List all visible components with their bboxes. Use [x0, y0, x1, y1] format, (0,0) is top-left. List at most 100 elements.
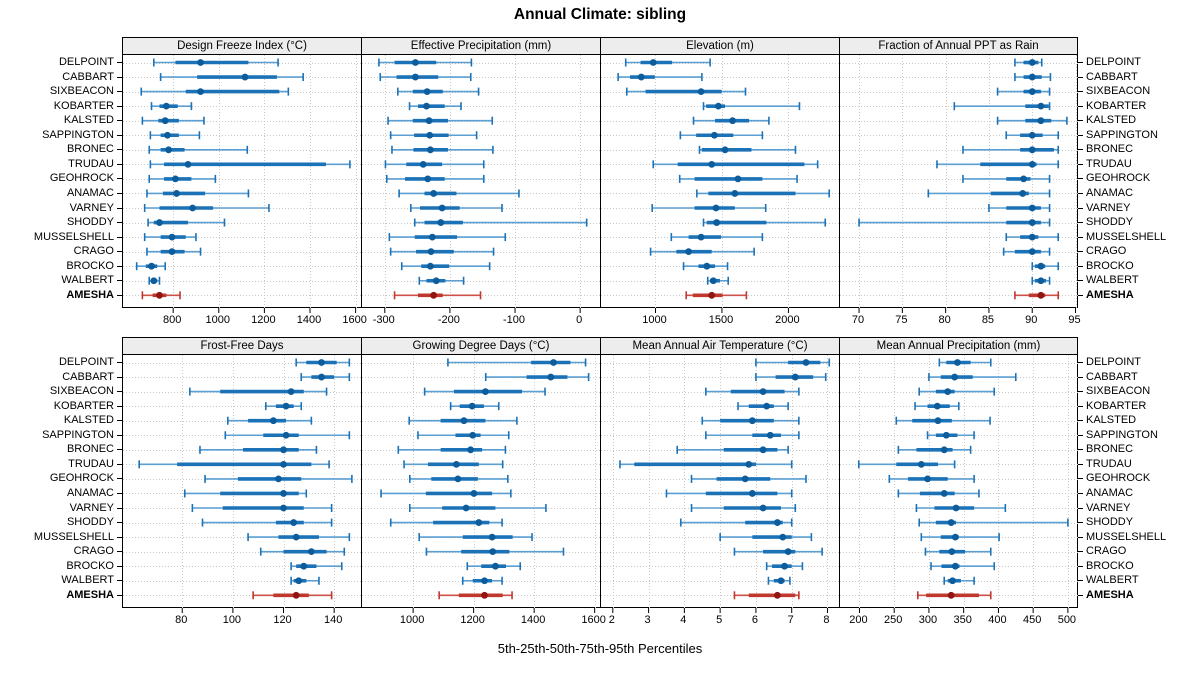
row-label-right-walbert: WALBERT: [1086, 274, 1139, 287]
median-dot: [1028, 73, 1036, 81]
axis-tick-label: 95: [1068, 314, 1081, 326]
row-tick-right: [1078, 449, 1083, 451]
panel-strip: Design Freeze Index (°C): [122, 37, 361, 55]
median-dot: [1037, 117, 1045, 125]
percentile-row-musselshell: [388, 233, 507, 242]
row-label-right-trudau: TRUDAU: [1086, 457, 1132, 470]
axis-tick-label: 250: [884, 614, 903, 626]
median-dot: [708, 291, 716, 299]
percentile-row-shoddy: [858, 218, 1051, 227]
percentile-row-geohrock: [690, 474, 807, 483]
row-label-left-sappington: SAPPINGTON: [42, 128, 114, 141]
percentile-row-sixbeacon: [996, 87, 1051, 96]
row-label-right-brocko: BROCKO: [1086, 259, 1134, 272]
row-tick-right: [1078, 536, 1083, 538]
median-dot: [759, 504, 767, 512]
row-label-right-shoddy: SHODDY: [1086, 516, 1134, 529]
percentile-row-kalsted: [227, 416, 313, 425]
percentile-row-brocko: [930, 562, 996, 571]
median-dot: [462, 504, 470, 512]
row-label-left-kobarter: KOBARTER: [53, 399, 114, 412]
axis-tick-label: 1400: [520, 614, 546, 626]
median-dot: [481, 577, 488, 585]
median-dot: [156, 219, 163, 226]
percentile-row-delpoint: [624, 58, 711, 67]
median-dot: [454, 475, 462, 483]
percentile-row-anamac: [897, 489, 980, 498]
percentile-row-musselshell: [418, 533, 533, 542]
percentile-row-cabbart: [755, 373, 827, 382]
percentile-row-trudau: [384, 160, 485, 169]
percentile-row-walbert: [148, 276, 161, 285]
percentile-row-crago: [649, 247, 755, 256]
median-dot: [1028, 248, 1036, 256]
row-tick-left: [117, 134, 122, 136]
median-dot: [452, 460, 460, 468]
row-label-left-geohrock: GEOHROCK: [49, 472, 114, 485]
percentile-row-bronec: [962, 145, 1060, 154]
row-tick-left: [117, 207, 122, 209]
row-label-right-bronec: BRONEC: [1086, 443, 1134, 456]
median-dot: [173, 190, 180, 197]
axis-tick-label: 1200: [251, 314, 276, 326]
row-label-left-crago: CRAGO: [73, 245, 114, 258]
median-dot: [489, 548, 497, 556]
median-dot: [1037, 102, 1045, 110]
median-dot: [165, 146, 173, 154]
row-tick-left: [117, 580, 122, 582]
median-dot: [731, 190, 739, 197]
median-dot: [1028, 131, 1036, 139]
percentile-row-kobarter: [408, 102, 462, 111]
percentile-row-musselshell: [247, 533, 351, 542]
percentile-row-cabbart: [300, 373, 351, 382]
median-dot: [241, 73, 249, 81]
percentile-row-amesha: [393, 291, 482, 300]
gridlines: [840, 55, 1079, 308]
median-dot: [933, 402, 941, 410]
row-tick-right: [1078, 76, 1083, 78]
percentile-row-kalsted: [895, 416, 991, 425]
footer-caption: 5th-25th-50th-75th-95th Percentiles: [497, 641, 703, 656]
percentile-row-sixbeacon: [625, 87, 747, 96]
percentile-row-musselshell: [1005, 233, 1060, 242]
median-dot: [280, 446, 287, 454]
axis-tick-label: 350: [953, 614, 972, 626]
percentile-row-shoddy: [679, 518, 793, 527]
row-label-left-geohrock: GEOHROCK: [49, 172, 114, 185]
median-dot: [949, 577, 956, 585]
row-label-left-musselshell: MUSSELSHELL: [33, 230, 114, 243]
percentile-row-varney: [408, 504, 547, 512]
percentile-row-delpoint: [938, 358, 992, 367]
median-dot: [469, 431, 477, 439]
median-dot: [1020, 175, 1027, 183]
panel-strip: Frost-Free Days: [122, 337, 361, 355]
row-tick-left: [117, 163, 122, 165]
panel-plot: [123, 55, 362, 313]
row-label-left-amesha: AMESHA: [66, 588, 114, 601]
median-dot: [709, 277, 717, 285]
row-tick-left: [117, 507, 122, 509]
median-dot: [437, 219, 445, 226]
median-dot: [741, 475, 749, 483]
percentile-row-delpoint: [447, 358, 587, 367]
row-label-left-walbert: WALBERT: [61, 574, 114, 587]
percentile-row-musselshell: [670, 233, 764, 242]
row-tick-right: [1078, 551, 1083, 553]
percentile-row-shoddy: [147, 218, 226, 227]
median-dot: [426, 146, 434, 154]
percentile-row-kalsted: [387, 116, 494, 125]
median-dot: [940, 490, 948, 497]
row-tick-right: [1078, 149, 1083, 151]
axis-tick-label: 1200: [460, 614, 485, 626]
row-label-right-delpoint: DELPOINT: [1086, 356, 1142, 368]
median-dot: [791, 373, 799, 381]
median-dot: [714, 102, 722, 110]
percentile-row-walbert: [461, 576, 503, 585]
percentile-row-geohrock: [962, 174, 1051, 183]
median-dot: [947, 591, 955, 599]
median-dot: [729, 117, 736, 125]
row-tick-right: [1078, 222, 1083, 224]
panel-5: [361, 355, 601, 613]
median-dot: [292, 591, 300, 599]
